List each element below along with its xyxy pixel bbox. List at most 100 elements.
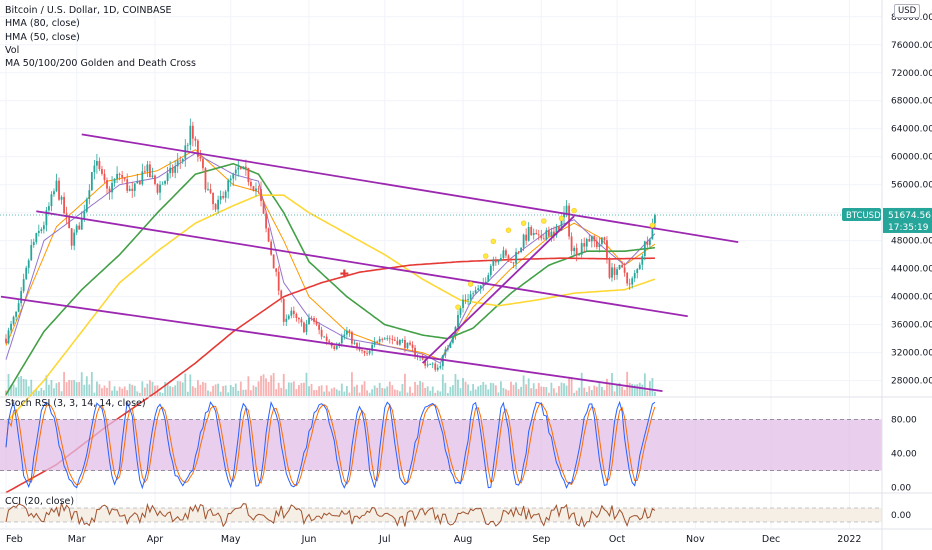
- candle-body: [588, 239, 591, 242]
- price-tick-label: 68000.00: [891, 97, 932, 107]
- cross-marker: [340, 269, 349, 278]
- candle-body: [244, 166, 247, 169]
- candle-body: [388, 338, 391, 340]
- candle-body: [325, 336, 328, 341]
- time-tick-label: Sep: [532, 534, 550, 545]
- price-tick-label: 44000.00: [891, 265, 932, 275]
- volume-bar: [189, 374, 192, 396]
- volume-bar: [65, 382, 68, 396]
- volume-bar: [164, 381, 166, 396]
- candle-body: [229, 178, 232, 181]
- volume-bar: [73, 380, 76, 396]
- volume-bar: [287, 382, 290, 396]
- stoch-rsi-label[interactable]: Stoch RSI (3, 3, 14, 14, close): [5, 398, 146, 409]
- volume-bar: [98, 384, 101, 396]
- legend-hma50[interactable]: HMA (50, close): [5, 31, 80, 43]
- candle-body: [654, 214, 656, 224]
- volume-bar: [181, 382, 184, 396]
- volume-bar: [166, 382, 169, 396]
- candle-body: [169, 167, 172, 174]
- candle-body: [287, 315, 290, 319]
- currency-badge[interactable]: USD: [894, 4, 921, 18]
- volume-bar: [368, 392, 371, 396]
- candle-body: [265, 213, 267, 229]
- volume-bar: [151, 381, 154, 396]
- candle-body: [285, 318, 288, 322]
- symbol-tag: BTCUSD: [846, 211, 881, 221]
- price-tick-label: 28000.00: [891, 377, 932, 387]
- volume-bar: [96, 381, 98, 396]
- signal-marker: [520, 220, 527, 226]
- volume-bar: [295, 389, 298, 396]
- price-tag-countdown: 17:35:19: [888, 223, 929, 233]
- volume-bar: [525, 384, 528, 396]
- volume-bar: [30, 379, 33, 396]
- volume-bar: [323, 391, 326, 396]
- volume-bar: [419, 381, 421, 396]
- volume-bar: [573, 392, 576, 396]
- volume-bar: [159, 392, 161, 396]
- candle-body: [154, 175, 156, 184]
- legend-symbol[interactable]: Bitcoin / U.S. Dollar, 1D, COINBASE: [5, 5, 172, 16]
- candle-body: [116, 173, 118, 180]
- cci-label[interactable]: CCI (20, close): [5, 496, 75, 507]
- volume-bar: [55, 383, 58, 396]
- candle-body: [149, 164, 151, 178]
- candle-body: [368, 350, 371, 354]
- candle-body: [217, 199, 219, 210]
- volume-bar: [40, 387, 43, 396]
- volume-bar: [489, 382, 492, 396]
- cci-pane: [0, 501, 882, 528]
- candle-body: [580, 243, 583, 255]
- price-tick-label: 76000.00: [891, 41, 932, 51]
- channel-line-lower: [0, 295, 663, 392]
- volume-bar: [580, 372, 583, 396]
- legend-vol[interactable]: Vol: [5, 44, 20, 56]
- volume-bar: [35, 388, 38, 396]
- volume-bar: [386, 386, 389, 396]
- candle-body: [626, 272, 629, 284]
- volume-bar: [133, 385, 136, 396]
- candle-body: [497, 260, 500, 263]
- volume-bar: [454, 373, 457, 396]
- stoch-tick-label: 0.00: [891, 484, 911, 494]
- legend-hma80[interactable]: HMA (80, close): [5, 18, 80, 30]
- candle-body: [348, 330, 351, 333]
- candle-body: [462, 299, 464, 308]
- volume-bar: [507, 390, 510, 396]
- candle-body: [60, 196, 63, 200]
- volume-bar: [396, 390, 399, 396]
- candle-body: [356, 342, 358, 347]
- candle-body: [290, 310, 293, 316]
- candle-body: [343, 334, 346, 337]
- candle-body: [106, 180, 108, 189]
- volume-bar: [252, 385, 255, 396]
- volume-bar: [149, 380, 151, 396]
- volume-bar: [103, 385, 106, 396]
- price-tag-value: 51674.56: [888, 211, 931, 221]
- candle-body: [376, 341, 379, 343]
- volume-bar: [303, 382, 305, 396]
- legend-ma-cross[interactable]: MA 50/100/200 Golden and Death Cross: [5, 58, 196, 70]
- volume-bar: [590, 390, 593, 396]
- volume-bar: [535, 388, 538, 396]
- volume-bar: [282, 373, 285, 396]
- candle-body: [63, 196, 65, 214]
- volume-bar: [237, 390, 240, 396]
- candle-body: [308, 317, 310, 324]
- candle-body: [68, 217, 71, 229]
- candle-body: [545, 230, 548, 240]
- volume-bar: [171, 387, 174, 396]
- volume-bar: [424, 387, 427, 396]
- volume-bar: [300, 383, 303, 396]
- candle-body: [643, 241, 646, 257]
- volume-bar: [540, 386, 543, 396]
- volume-bar: [333, 387, 336, 396]
- candle-body: [449, 342, 452, 348]
- volume-bar: [48, 384, 50, 396]
- candle-body: [565, 205, 568, 214]
- time-tick-label: Mar: [68, 534, 86, 545]
- candle-body: [431, 363, 434, 365]
- candle-body: [560, 217, 563, 231]
